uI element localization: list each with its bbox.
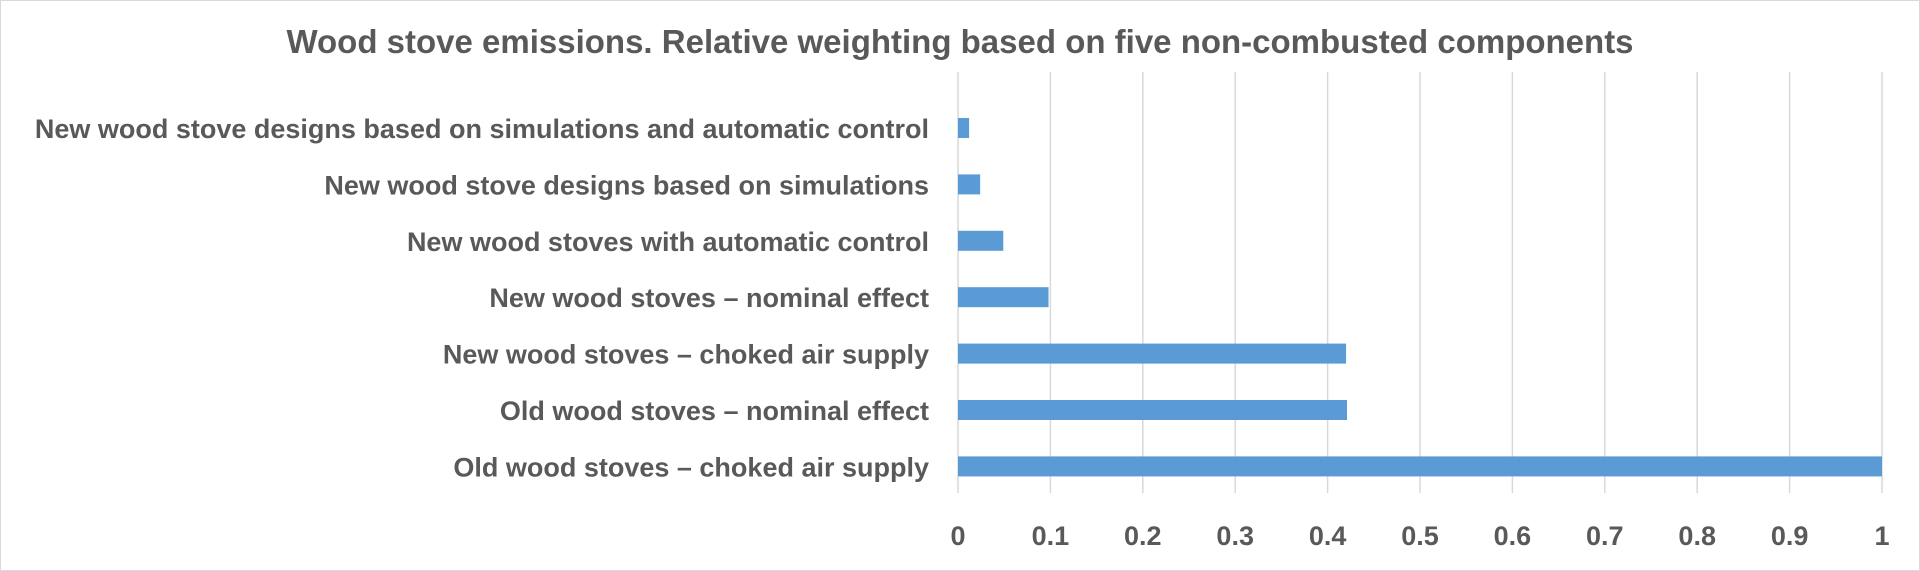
bar — [958, 287, 1049, 308]
category-label: New wood stoves – choked air supply — [443, 340, 929, 370]
x-tick-label: 0.3 — [1216, 521, 1254, 551]
x-tick-label: 0 — [950, 521, 965, 551]
category-label: Old wood stoves – choked air supply — [453, 452, 929, 482]
bar — [958, 400, 1348, 420]
x-tick-label: 0.8 — [1678, 521, 1716, 551]
category-label: Old wood stoves – nominal effect — [500, 396, 929, 426]
category-labels: New wood stove designs based on simulati… — [35, 114, 929, 482]
x-tick-label: 1 — [1874, 521, 1889, 551]
x-tick-label: 0.6 — [1494, 521, 1532, 551]
category-label: New wood stoves – nominal effect — [489, 283, 929, 313]
chart-title: Wood stove emissions. Relative weighting… — [286, 23, 1634, 60]
category-label: New wood stove designs based on simulati… — [35, 114, 929, 144]
x-tick-labels: 0 0.1 0.2 0.3 0.4 0.5 0.6 0.7 0.8 0.9 1 — [950, 521, 1889, 551]
category-label: New wood stove designs based on simulati… — [324, 170, 929, 200]
bar — [958, 174, 981, 195]
bar — [958, 118, 970, 138]
bars — [958, 118, 1882, 477]
x-tick-label: 0.4 — [1309, 521, 1347, 551]
gridlines — [957, 72, 1883, 493]
x-tick-label: 0.7 — [1586, 521, 1624, 551]
bar — [958, 456, 1882, 477]
x-tick-label: 0.1 — [1032, 521, 1070, 551]
category-label: New wood stoves with automatic control — [407, 227, 929, 257]
x-tick-label: 0.5 — [1401, 521, 1439, 551]
bar — [958, 343, 1347, 364]
x-tick-label: 0.9 — [1771, 521, 1809, 551]
x-tick-label: 0.2 — [1124, 521, 1162, 551]
bar — [958, 230, 1004, 251]
